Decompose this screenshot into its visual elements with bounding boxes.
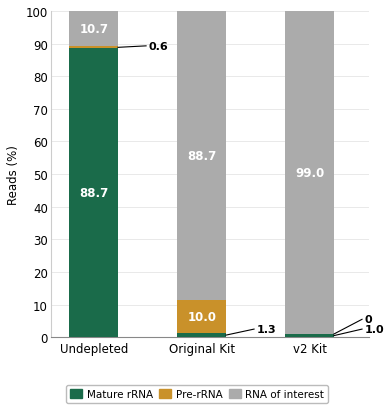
Text: 88.7: 88.7 (187, 150, 216, 163)
Bar (70, 47, 118, 49)
Text: 10.7: 10.7 (79, 23, 108, 36)
Bar (178, 333, 226, 337)
Bar (178, 301, 226, 333)
Bar (70, 12, 118, 47)
Bar (178, 12, 226, 301)
Bar (285, 334, 334, 337)
Bar (285, 12, 334, 334)
Text: 88.7: 88.7 (79, 187, 108, 200)
Text: 0: 0 (364, 315, 372, 324)
Bar (70, 49, 118, 337)
Text: 0.6: 0.6 (148, 42, 168, 52)
Text: 10.0: 10.0 (187, 310, 216, 324)
Text: 1.0: 1.0 (364, 324, 384, 334)
Text: 1.3: 1.3 (256, 324, 276, 334)
Y-axis label: Reads (%): Reads (%) (7, 145, 20, 204)
Text: 99.0: 99.0 (295, 166, 324, 180)
Legend: Mature rRNA, Pre-rRNA, RNA of interest: Mature rRNA, Pre-rRNA, RNA of interest (66, 385, 328, 403)
